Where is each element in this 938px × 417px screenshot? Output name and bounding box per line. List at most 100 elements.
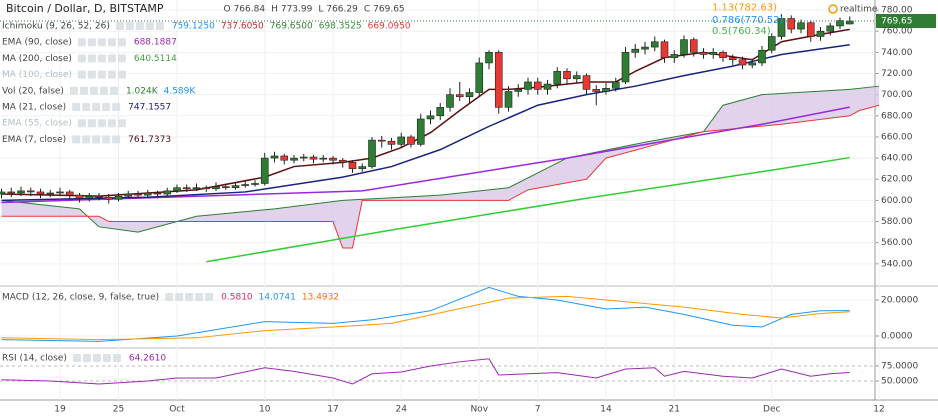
legend-icon [87, 70, 96, 79]
y-tick-label: 680.00 [881, 111, 913, 121]
legend-label: EMA (55, close) [2, 119, 72, 129]
legend-icon [112, 103, 121, 111]
candle-body [299, 156, 308, 159]
candle-body [806, 22, 815, 37]
candle-body [611, 81, 620, 89]
legend-label: RSI (14, close) [2, 354, 67, 364]
legend-icon [117, 119, 126, 128]
candle-body [377, 139, 386, 142]
candle-body [758, 49, 766, 64]
ohlc-value: 766.29 [326, 5, 358, 15]
candle-body [787, 18, 796, 30]
candle-body [504, 91, 513, 108]
candle-body [680, 39, 688, 55]
legend-label: EMA (7, close) [2, 135, 66, 145]
legend-value: 0.5810 [221, 293, 253, 303]
y-tick-label: 540.00 [881, 259, 913, 269]
y-tick-label: 50.0000 [881, 376, 918, 386]
legend-icon [112, 135, 121, 144]
legend-value: 669.0950 [368, 22, 411, 32]
candle-body [524, 81, 532, 90]
candle-body [85, 195, 94, 199]
candle-body [426, 115, 435, 120]
legend-icon [107, 119, 116, 128]
y-tick-label: 740.00 [881, 48, 913, 58]
rsi-line [1, 358, 850, 385]
legend-icon [77, 54, 86, 63]
candle-body [329, 157, 337, 161]
candle-body [485, 52, 493, 64]
fib-label: 0.5(760.34) [712, 26, 771, 37]
y-tick-label: 580.00 [881, 217, 913, 227]
candle-body [553, 71, 562, 85]
candle-body [192, 187, 201, 190]
legend-icon [69, 86, 78, 95]
labels: 540.00 560.00 580.00 600.00 620.00 640.00 660.… [2, 2, 918, 415]
candle-body [36, 191, 45, 195]
candle-body [0, 191, 6, 195]
candle-body [455, 94, 464, 98]
marks [0, 13, 936, 385]
legend-icon [77, 119, 86, 128]
x-tick-label: 24 [396, 405, 408, 415]
candle-body [641, 46, 649, 50]
candle-body [202, 187, 211, 190]
candle-body [46, 192, 55, 195]
legend-icon [165, 293, 174, 301]
legend-icon [72, 135, 81, 144]
candle-body [699, 52, 708, 55]
candle-body [368, 139, 376, 167]
macd-line [1, 286, 850, 342]
legend-icon [77, 70, 86, 79]
fib-label: 0.786(770.52) [712, 15, 784, 26]
candle-body [104, 196, 113, 200]
candle-body [709, 52, 718, 55]
legend-value: 64.2610 [129, 354, 166, 364]
candle-body [563, 71, 571, 80]
ohlc-value: 766.84 [234, 5, 266, 15]
candle-body [182, 187, 191, 190]
candle-body [290, 157, 298, 161]
candle-body [494, 52, 503, 108]
x-tick-label: 21 [669, 405, 680, 415]
legend-icon [82, 103, 91, 111]
candle-body [241, 184, 250, 186]
legend-icon [109, 86, 118, 95]
candle-body [728, 57, 737, 61]
legend-value: 688.1887 [134, 38, 177, 48]
candle-body [309, 156, 318, 160]
ichimoku-span [1, 85, 880, 233]
legend-icon [89, 86, 98, 95]
candle-body [26, 190, 35, 193]
legend-icon [99, 86, 108, 95]
candle-body [533, 81, 542, 90]
candle-body [738, 59, 747, 66]
candle-body [602, 88, 610, 92]
legend-icon [107, 38, 116, 47]
candle-body [397, 136, 406, 145]
chart-title: Bitcoin / Dollar, D, BITSTAMP [6, 2, 164, 15]
y-tick-label: 640.00 [881, 154, 913, 164]
ohlc-label: C [364, 5, 370, 15]
legend-icon [102, 135, 111, 144]
candle-body [748, 62, 757, 66]
legend-label: Ichimoku (9, 26, 52, 26) [2, 22, 110, 32]
candle-body [124, 193, 133, 197]
legend-value: 761.7373 [128, 135, 171, 145]
legend-icon [115, 22, 124, 30]
legend-icon [79, 86, 88, 95]
candle-body [17, 190, 25, 194]
candle-body [153, 192, 162, 195]
legend-label: Vol (20, false) [2, 86, 64, 96]
y-tick-label: 720.00 [881, 69, 913, 79]
candle-body [777, 18, 786, 37]
legend-icon [92, 103, 101, 111]
candle-body [689, 39, 698, 53]
legend-label: MA (21, close) [2, 103, 66, 113]
x-tick-label: 25 [113, 405, 124, 415]
legend-icon [72, 354, 81, 362]
y-tick-label: 600.00 [881, 196, 913, 206]
legend-icon [175, 293, 184, 301]
x-tick-label: 17 [327, 405, 338, 415]
legend-value: 698.3525 [319, 22, 362, 32]
